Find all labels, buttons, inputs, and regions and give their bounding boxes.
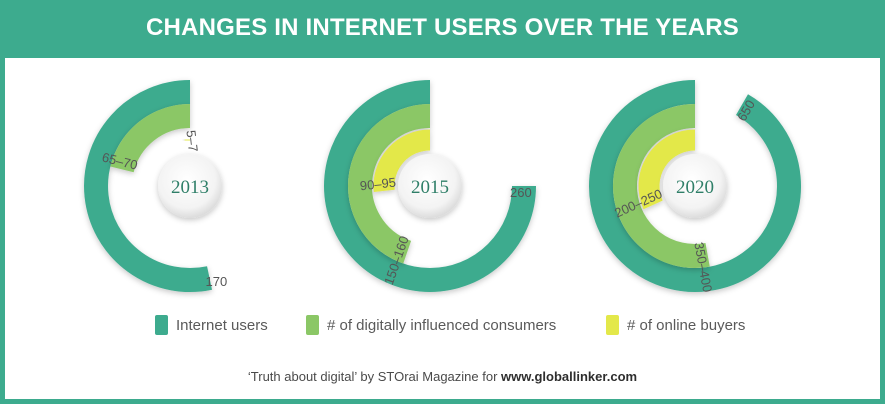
source-credit-site: www.globallinker.com xyxy=(501,369,638,384)
year-label-2013: 2013 xyxy=(171,177,209,198)
legend-item-internet-users: Internet users xyxy=(155,314,268,336)
arc-online_buyers-2015 xyxy=(373,129,431,192)
arc-digitally_influenced-2015 xyxy=(348,104,431,264)
legend-label: # of online buyers xyxy=(627,316,746,334)
page-title: CHANGES IN INTERNET USERS OVER THE YEARS xyxy=(146,14,739,41)
arc-online_buyers-2020 xyxy=(638,129,696,210)
legend-swatch xyxy=(155,315,168,335)
year-hub-2015 xyxy=(398,154,462,218)
year-label-2015: 2015 xyxy=(411,177,449,198)
arc-internet_users-2020 xyxy=(589,80,801,292)
arc-digitally_influenced-2013 xyxy=(110,104,191,173)
source-credit-text: ‘Truth about digital’ by STOrai Magazine… xyxy=(247,369,502,384)
arc-internet_users-2013 xyxy=(84,80,213,292)
legend-label: Internet users xyxy=(176,316,268,334)
legend-label: # of digitally influenced consumers xyxy=(327,316,557,334)
value-label-online_buyers-2013: 5–7 xyxy=(183,129,200,152)
source-credit: ‘Truth about digital’ by STOrai Magazine… xyxy=(0,369,885,384)
value-label-internet_users-2013: 170 xyxy=(206,274,228,289)
value-label-online_buyers-2015: 90–95 xyxy=(359,175,397,194)
year-hub-2013 xyxy=(158,154,222,218)
arc-internet_users-2015 xyxy=(324,80,536,292)
legend-swatch xyxy=(306,315,319,335)
title-banner: CHANGES IN INTERNET USERS OVER THE YEARS xyxy=(0,0,885,58)
year-hub-2020 xyxy=(663,154,727,218)
value-label-internet_users-2015: 260 xyxy=(510,185,532,200)
arc-digitally_influenced-2020 xyxy=(612,104,710,268)
legend-item-digitally-influenced: # of digitally influenced consumers xyxy=(306,314,556,336)
legend-swatch xyxy=(606,315,619,335)
year-label-2020: 2020 xyxy=(676,177,714,198)
legend-item-online-buyers: # of online buyers xyxy=(606,314,745,336)
